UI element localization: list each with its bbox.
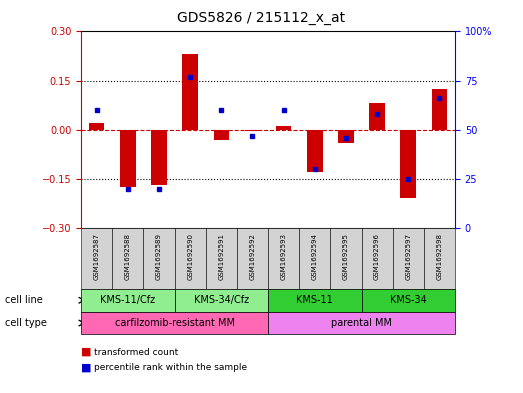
Text: GSM1692593: GSM1692593: [281, 233, 287, 280]
Bar: [245, 130, 260, 131]
Text: GSM1692596: GSM1692596: [374, 233, 380, 280]
Text: GSM1692598: GSM1692598: [436, 233, 442, 280]
Bar: [431, 89, 447, 130]
Text: parental MM: parental MM: [331, 318, 392, 328]
Text: transformed count: transformed count: [94, 348, 178, 356]
Bar: [183, 54, 198, 130]
Text: ■: ■: [81, 363, 92, 373]
Text: GSM1692588: GSM1692588: [125, 233, 131, 280]
Text: GSM1692587: GSM1692587: [94, 233, 100, 280]
Bar: [120, 130, 135, 187]
Text: GSM1692591: GSM1692591: [218, 233, 224, 280]
Bar: [276, 127, 291, 130]
Text: percentile rank within the sample: percentile rank within the sample: [94, 364, 247, 372]
Text: cell type: cell type: [5, 318, 47, 328]
Text: GSM1692595: GSM1692595: [343, 233, 349, 280]
Text: KMS-34/Cfz: KMS-34/Cfz: [194, 295, 249, 305]
Text: GSM1692592: GSM1692592: [249, 233, 255, 280]
Text: GSM1692590: GSM1692590: [187, 233, 193, 280]
Text: GSM1692594: GSM1692594: [312, 233, 318, 280]
Bar: [213, 130, 229, 140]
Text: KMS-11/Cfz: KMS-11/Cfz: [100, 295, 155, 305]
Bar: [307, 130, 323, 172]
Text: GSM1692589: GSM1692589: [156, 233, 162, 280]
Text: cell line: cell line: [5, 295, 43, 305]
Bar: [151, 130, 167, 185]
Bar: [89, 123, 105, 130]
Text: KMS-34: KMS-34: [390, 295, 427, 305]
Text: carfilzomib-resistant MM: carfilzomib-resistant MM: [115, 318, 234, 328]
Bar: [338, 130, 354, 143]
Text: KMS-11: KMS-11: [297, 295, 333, 305]
Bar: [369, 103, 385, 130]
Bar: [401, 130, 416, 198]
Text: GDS5826 / 215112_x_at: GDS5826 / 215112_x_at: [177, 11, 346, 25]
Text: GSM1692597: GSM1692597: [405, 233, 411, 280]
Text: ■: ■: [81, 347, 92, 357]
